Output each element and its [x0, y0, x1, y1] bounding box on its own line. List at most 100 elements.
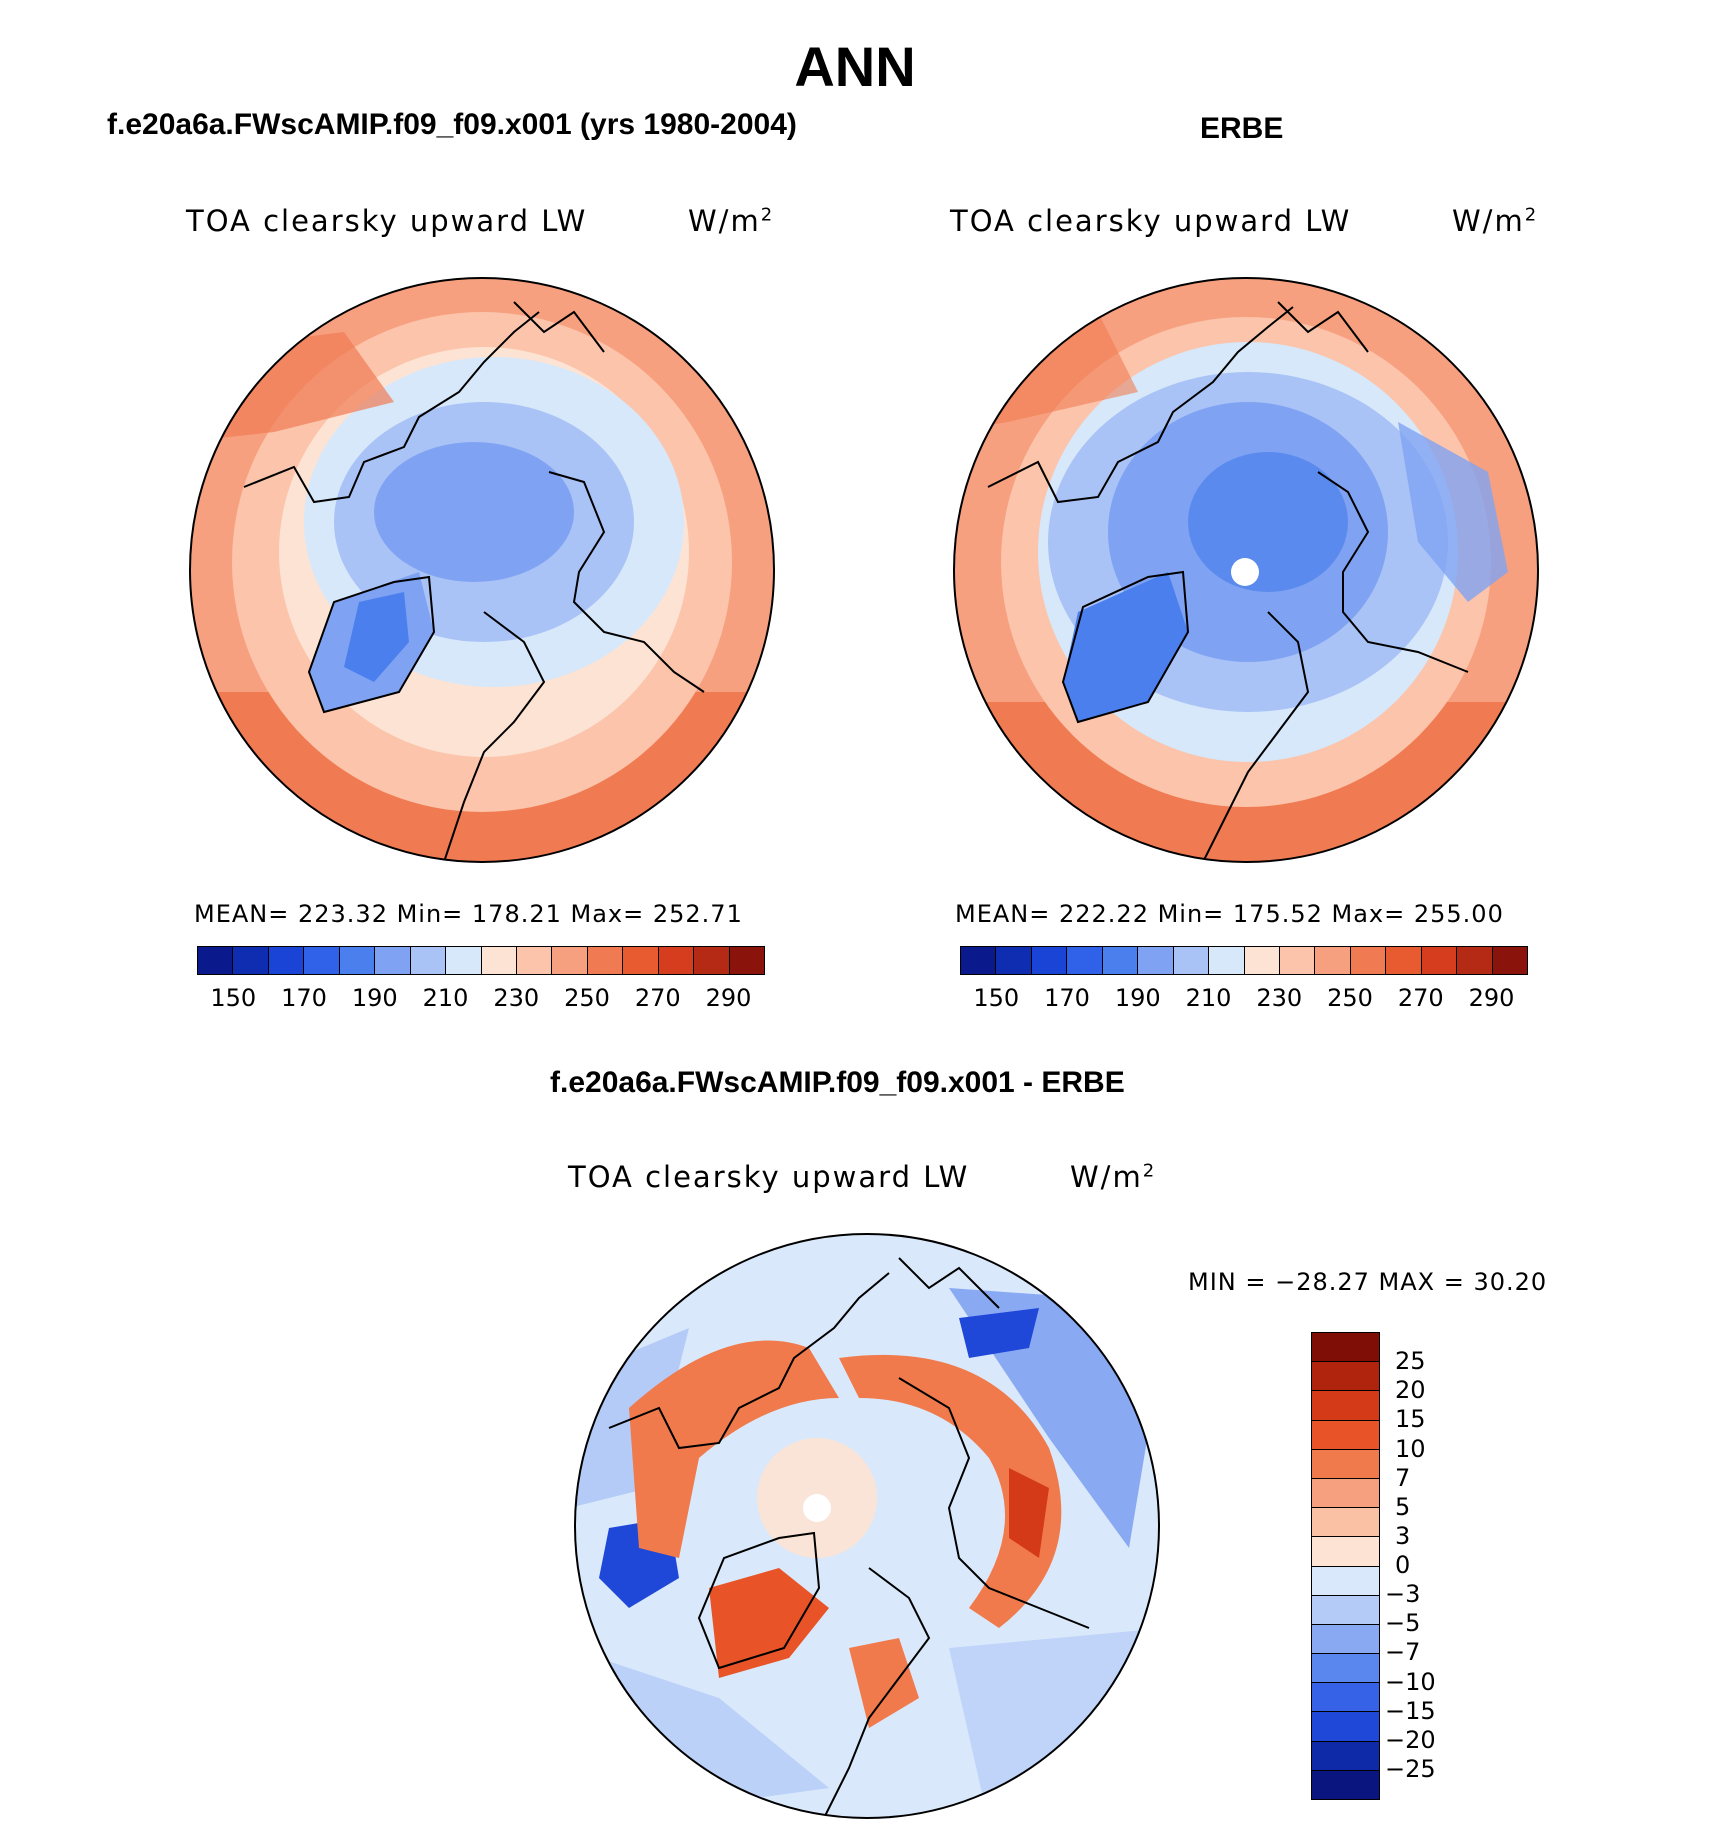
panel1-colorbar-swatch	[375, 947, 411, 974]
panel3-colorbar-swatch	[1312, 1508, 1379, 1538]
panel1-title: f.e20a6a.FWscAMIP.f09_f09.x001 (yrs 1980…	[107, 108, 797, 141]
panel1-stats: MEAN= 223.32 Min= 178.21 Max= 252.71	[194, 900, 743, 928]
panel1-colorbar-tick-label: 230	[493, 984, 540, 1012]
panel2-colorbar-labels: 150 170 190 210 230 250 270 290	[960, 984, 1526, 1014]
panel3-colorbar-tick-label: 7	[1395, 1463, 1411, 1492]
panel1-colorbar-swatch	[481, 947, 517, 974]
panel2-colorbar-tick-label: 270	[1397, 984, 1444, 1012]
panel1-colorbar-swatch	[339, 947, 376, 974]
panel3-units: W/m2	[1070, 1160, 1155, 1194]
panel2-colorbar-tick-label: 230	[1256, 984, 1303, 1012]
panel2-colorbar-tick-label: 250	[1327, 984, 1373, 1012]
panel3-eurasia-coast	[898, 1377, 1090, 1629]
panel1-colorbar-tick-label: 290	[705, 984, 752, 1012]
panel2-colorbar-swatch	[996, 947, 1032, 974]
panel2-colorbar-swatch	[1244, 947, 1280, 974]
panel1-colorbar-swatch	[304, 947, 340, 974]
panel2-siberia-cold	[1398, 422, 1508, 602]
panel3-pos-arc-w	[629, 1340, 839, 1558]
panel3-colorbar-tick-label: 15	[1395, 1405, 1426, 1434]
panel3-colorbar-tick-label: −15	[1385, 1696, 1436, 1725]
panel3-colorbar-swatch	[1312, 1391, 1379, 1421]
panel1-colorbar-swatch	[268, 947, 305, 974]
panel3-colorbar-tick-label: −20	[1385, 1725, 1436, 1754]
panel2-eurasia-coast	[1317, 471, 1469, 673]
panel2-units: W/m2	[1452, 204, 1537, 238]
panel1-colorbar-swatch	[233, 947, 269, 974]
panel2-colorbar-swatch	[1138, 947, 1174, 974]
panel3-colorbar-swatch	[1312, 1478, 1379, 1509]
panel1-colorbar-tick-label: 210	[422, 984, 469, 1012]
panel1-scandinavia-coast	[443, 611, 546, 862]
panel2-colorbar-tick-label: 190	[1114, 984, 1161, 1012]
panel2-colorbar-swatch	[1492, 947, 1527, 974]
panel3-colorbar-tick-label: 5	[1395, 1492, 1411, 1521]
panel3-colorbar-swatch	[1312, 1770, 1379, 1799]
panel1-eurasia-coast	[548, 471, 705, 693]
panel2-map-border	[953, 277, 1539, 863]
panel3-colorbar-tick-label: 20	[1395, 1376, 1426, 1405]
panel3-colorbar-tick-label: −5	[1385, 1609, 1421, 1638]
panel2-greenland	[1063, 572, 1188, 722]
panel1-alaska-coast	[513, 301, 605, 353]
panel2-colorbar-swatch	[1350, 947, 1387, 974]
panel3-colorbar-swatch	[1312, 1741, 1379, 1771]
panel3-colorbar-swatch	[1312, 1624, 1379, 1655]
panel2-colorbar-swatch	[1421, 947, 1458, 974]
panel1-colorbar-swatch	[587, 947, 624, 974]
panel1-arctic-core	[374, 442, 574, 582]
panel3-colorbar	[1311, 1332, 1380, 1800]
panel3-pos-scandinavia	[849, 1638, 919, 1728]
panel3-neg-patch-ne	[959, 1308, 1039, 1358]
panel2-colorbar-swatch	[1173, 947, 1210, 974]
panel2-colorbar	[960, 946, 1528, 975]
panel1-north-america-coast	[243, 311, 540, 504]
panel2-colorbar-swatch	[1209, 947, 1245, 974]
panel1-colorbar-swatch	[516, 947, 553, 974]
panel2-pole-gap	[1231, 558, 1259, 586]
panel3-pos-arc-e	[839, 1354, 1062, 1628]
panel1-colorbar-swatch	[658, 947, 695, 974]
panel3-colorbar-tick-label: 0	[1395, 1551, 1411, 1579]
panel3-scandinavia-coast	[823, 1567, 931, 1818]
panel3-pole-gap	[803, 1494, 831, 1522]
panel2-colorbar-swatch	[1457, 947, 1493, 974]
panel2-greenland-coast	[1061, 570, 1190, 724]
panel3-colorbar-swatch	[1312, 1712, 1379, 1742]
panel1-map	[189, 277, 775, 863]
panel2-map	[953, 277, 1539, 863]
panel1-colorbar-tick-label: 250	[564, 984, 610, 1012]
panel3-colorbar-swatch	[1312, 1449, 1379, 1479]
panel3-colorbar-swatch	[1312, 1683, 1379, 1713]
panel3-colorbar-tick-label: −3	[1385, 1580, 1421, 1609]
panel1-colorbar-swatch	[198, 947, 234, 974]
panel2-north-america-coast	[987, 306, 1294, 504]
panel3-colorbar-swatch	[1312, 1595, 1379, 1625]
panel2-colorbar-tick-label: 290	[1468, 984, 1515, 1012]
panel1-colorbar	[197, 946, 765, 975]
panel3-greenland-coast	[697, 1531, 821, 1670]
panel2-colorbar-swatch	[1386, 947, 1422, 974]
panel1-colorbar-swatch	[552, 947, 588, 974]
panel3-colorbar-tick-label: −10	[1385, 1667, 1436, 1696]
panel1-units: W/m2	[688, 204, 773, 238]
panel2-colorbar-tick-label: 170	[1044, 984, 1090, 1012]
panel3-colorbar-swatch	[1312, 1654, 1379, 1684]
panel3-map	[574, 1233, 1160, 1819]
panel2-colorbar-swatch	[1067, 947, 1103, 974]
panel3-title: f.e20a6a.FWscAMIP.f09_f09.x001 - ERBE	[550, 1066, 1125, 1099]
panel3-pos-greenland	[709, 1568, 829, 1678]
panel3-colorbar-swatch	[1312, 1333, 1379, 1363]
panel3-alaska-coast	[898, 1257, 1000, 1309]
panel2-alaska-coast	[1277, 301, 1369, 353]
panel3-colorbar-swatch	[1312, 1537, 1379, 1567]
panel1-colorbar-swatch	[410, 947, 447, 974]
panel3-colorbar-tick-label: 25	[1395, 1347, 1426, 1376]
panel3-north-america-coast	[608, 1272, 890, 1450]
panel1-colorbar-swatch	[729, 947, 764, 974]
panel3-pos-siberia	[1009, 1468, 1049, 1558]
panel1-colorbar-tick-label: 150	[210, 984, 257, 1012]
panel1-colorbar-swatch	[694, 947, 730, 974]
panel3-colorbar-tick-label: −7	[1385, 1638, 1421, 1667]
panel3-colorbar-swatch	[1312, 1362, 1379, 1392]
